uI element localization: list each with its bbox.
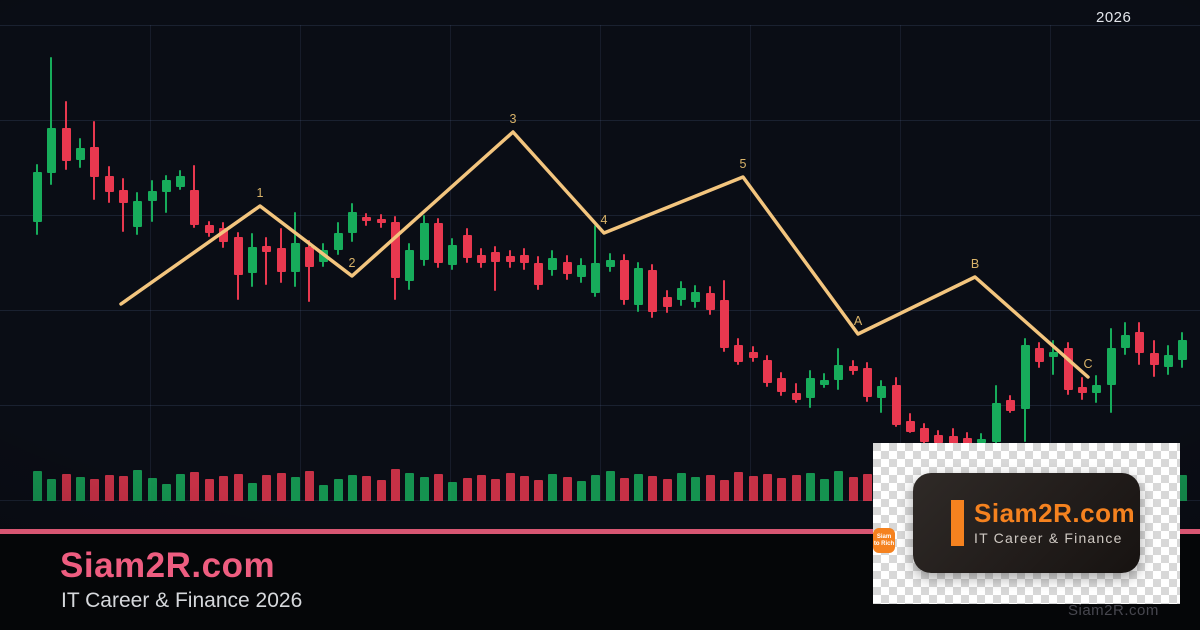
transparent-checker-region: Siam2R.com IT Career & Finance Siam to R… [873, 443, 1180, 604]
badge-line-2: to Rich [873, 540, 895, 547]
logo-accent-bar-icon [951, 500, 964, 546]
logo-text-block: Siam2R.com IT Career & Finance [974, 498, 1136, 546]
wave-label-A: A [854, 314, 863, 328]
watermark: Siam2R.com [1068, 602, 1159, 619]
wave-label-3: 3 [510, 112, 517, 126]
elliott-wave-line [119, 130, 1090, 379]
logo-title: Siam2R.com [974, 498, 1136, 529]
wave-label-C: C [1083, 357, 1092, 371]
wave-label-2: 2 [349, 256, 356, 270]
logo-subtitle: IT Career & Finance [974, 529, 1123, 546]
siam-to-rich-badge: Siam to Rich [873, 528, 895, 553]
wave-label-5: 5 [740, 157, 747, 171]
brand-title: Siam2R.com [60, 546, 276, 585]
badge-line-1: Siam [876, 533, 892, 540]
pink-divider-line [0, 529, 1200, 534]
logo-card: Siam2R.com IT Career & Finance [913, 473, 1140, 573]
wave-label-1: 1 [257, 186, 264, 200]
brand-subtitle: IT Career & Finance 2026 [61, 589, 303, 612]
wave-label-B: B [971, 257, 979, 271]
wave-label-4: 4 [601, 213, 608, 227]
year-label: 2026 [1096, 9, 1132, 26]
